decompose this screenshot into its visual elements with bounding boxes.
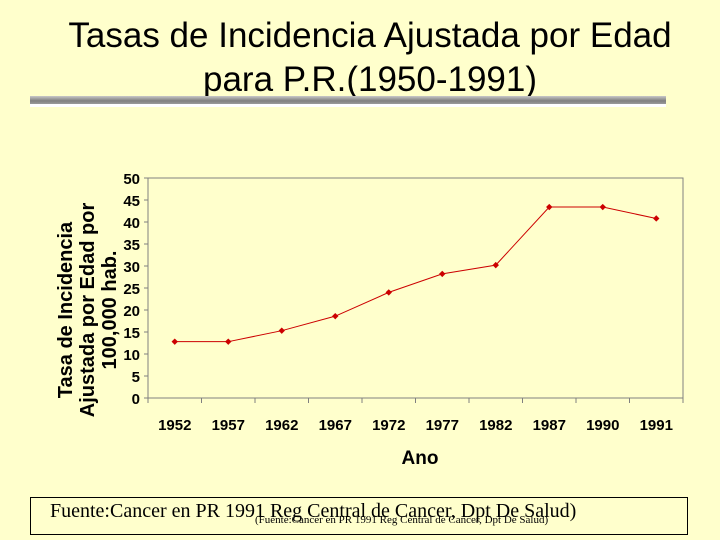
source-note-small: (Fuente:Cancer en PR 1991 Reg Central de… <box>255 514 549 526</box>
title-divider-highlight <box>30 104 666 107</box>
data-point <box>653 215 660 222</box>
data-point <box>439 270 446 278</box>
y-tick-label: 0 <box>132 391 140 408</box>
x-tick-labels: 1952 1957 1962 1967 1972 1977 1982 1987 1990 1991 <box>158 417 673 434</box>
data-point <box>599 203 606 211</box>
data-points <box>171 203 660 345</box>
x-tick-label: 1990 <box>586 417 619 434</box>
y-tick-label: 15 <box>123 325 140 342</box>
data-point <box>171 338 178 345</box>
data-point <box>492 261 499 269</box>
plot-area <box>147 177 684 399</box>
y-tick-label: 40 <box>123 215 140 232</box>
x-tick-label: 1972 <box>372 417 405 434</box>
y-tick-label: 25 <box>123 281 140 298</box>
x-tick-label: 1952 <box>158 417 191 434</box>
title-divider <box>30 96 666 104</box>
x-tick-label: 1967 <box>319 417 352 434</box>
x-tick-label: 1987 <box>533 417 566 434</box>
data-point <box>278 327 285 334</box>
y-tick-label: 5 <box>132 369 140 386</box>
source-note: Fuente:Cancer en PR 1991 Reg Central de … <box>50 500 577 522</box>
y-tick-label: 20 <box>123 303 140 320</box>
x-tick-label: 1977 <box>426 417 459 434</box>
x-tick-label: 1957 <box>212 417 245 434</box>
chart-title: Tasas de Incidencia Ajustada por Edad pa… <box>68 16 672 99</box>
y-tick-label: 45 <box>123 193 140 210</box>
axis-ticks <box>144 177 684 403</box>
source-box <box>30 497 688 535</box>
x-tick-label: 1982 <box>479 417 512 434</box>
x-tick-label: 1991 <box>640 417 673 434</box>
y-tick-label: 30 <box>123 259 140 276</box>
x-tick-label: 1962 <box>265 417 298 434</box>
y-tick-labels: 0 5 10 15 20 25 30 35 40 45 50 <box>123 171 140 408</box>
y-tick-label: 50 <box>123 171 140 188</box>
y-tick-label: 35 <box>123 237 140 254</box>
data-point <box>385 289 392 296</box>
y-tick-label: 10 <box>123 347 140 364</box>
data-point <box>225 338 232 345</box>
x-axis-label: Ano <box>401 448 439 469</box>
data-point <box>546 203 553 211</box>
data-point <box>332 312 339 320</box>
series-line <box>174 206 657 343</box>
